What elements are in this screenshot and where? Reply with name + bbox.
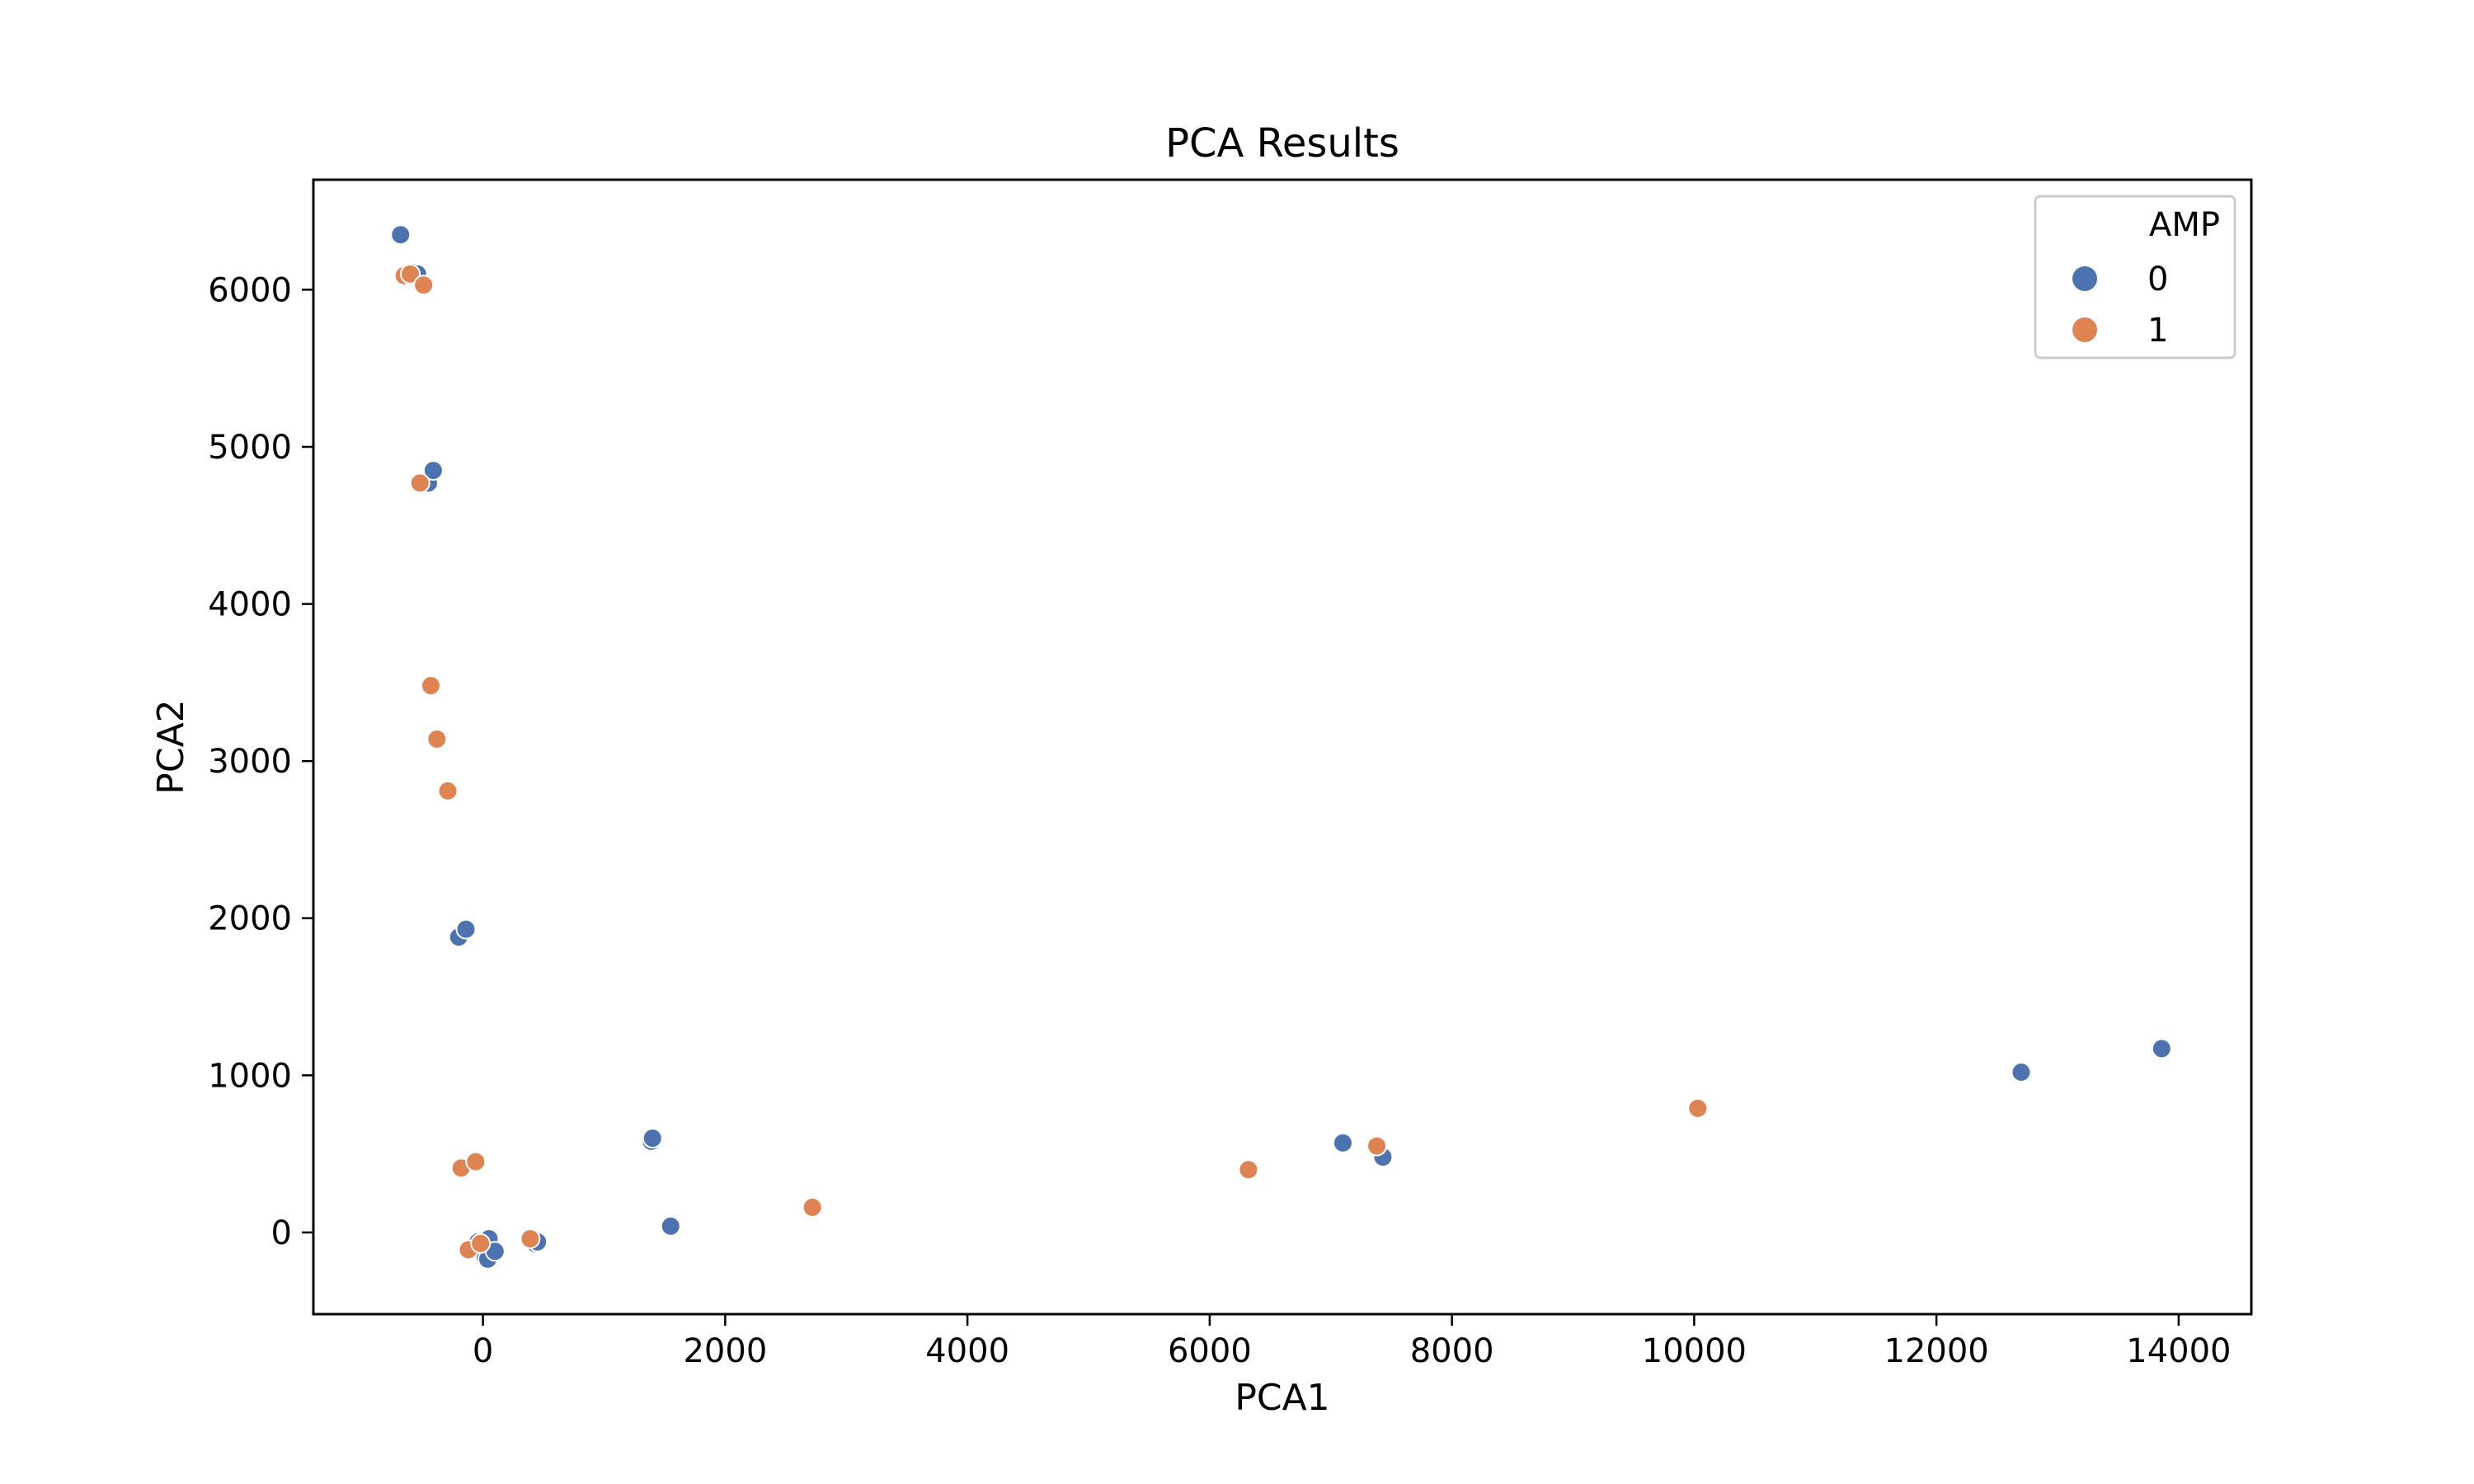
y-tick-label: 5000 [208, 429, 292, 467]
y-tick-label: 4000 [208, 586, 292, 624]
y-axis-ticks: 0 1000 2000 3000 4000 5000 6000 [208, 271, 313, 1252]
x-tick-label: 10000 [1642, 1332, 1747, 1370]
scatter-point-amp-0 [660, 1215, 681, 1237]
scatter-point-amp-1 [409, 472, 430, 494]
scatter-point-amp-0 [455, 918, 477, 940]
x-tick-label: 8000 [1410, 1332, 1494, 1370]
legend-box [2034, 195, 2236, 359]
legend-marker-1 [2072, 317, 2097, 342]
scatter-point-amp-1 [400, 263, 421, 284]
scatter-point-amp-1 [470, 1233, 492, 1254]
scatter-point-amp-1 [437, 780, 459, 801]
x-tick-label: 14000 [2126, 1332, 2231, 1370]
y-tick-label: 6000 [208, 271, 292, 309]
scatter-point-amp-1 [420, 675, 441, 697]
chart-title: PCA Results [1165, 120, 1399, 167]
x-tick-label: 4000 [925, 1332, 1009, 1370]
scatter-point-amp-1 [1238, 1159, 1259, 1181]
y-tick-label: 1000 [208, 1057, 292, 1095]
scatter-point-amp-0 [2011, 1062, 2032, 1083]
legend: AMP 0 1 [2034, 195, 2236, 359]
x-tick-label: 0 [473, 1332, 493, 1370]
scatter-point-amp-1 [1687, 1097, 1709, 1119]
y-tick-label: 0 [271, 1214, 292, 1252]
x-tick-label: 6000 [1168, 1332, 1252, 1370]
plot-frame [312, 178, 2253, 1316]
scatter-point-amp-1 [520, 1228, 541, 1250]
scatter-point-amp-1 [1366, 1135, 1388, 1157]
data-points [390, 224, 2172, 1270]
y-tick-label: 2000 [208, 900, 292, 938]
x-axis-label: PCA1 [1235, 1377, 1329, 1419]
y-tick-label: 3000 [208, 743, 292, 781]
x-tick-label: 2000 [683, 1332, 767, 1370]
scatter-point-amp-0 [422, 460, 444, 481]
scatter-point-amp-0 [2151, 1038, 2172, 1059]
legend-marker-0 [2072, 266, 2097, 291]
legend-title: AMP [2149, 206, 2220, 244]
scatter-point-amp-1 [465, 1151, 487, 1172]
scatter-point-amp-0 [390, 224, 412, 246]
scatter-point-amp-1 [802, 1196, 823, 1218]
x-tick-label: 12000 [1884, 1332, 1989, 1370]
scatter-point-amp-0 [1332, 1132, 1353, 1153]
scatter-point-amp-1 [426, 728, 448, 749]
legend-label-0: 0 [2147, 261, 2168, 298]
scatter-point-amp-1 [413, 275, 435, 296]
scatter-point-amp-0 [642, 1128, 663, 1149]
y-axis-label: PCA2 [150, 699, 192, 794]
x-axis-ticks: 0 2000 4000 6000 8000 10000 12000 14000 [473, 1314, 2232, 1370]
legend-label-1: 1 [2147, 312, 2168, 350]
